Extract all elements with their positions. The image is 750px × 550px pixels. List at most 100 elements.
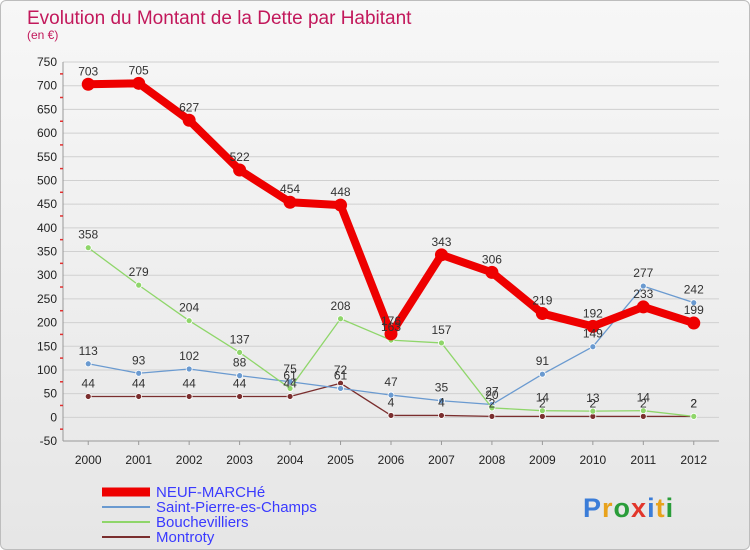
legend-label: Montroty: [156, 529, 215, 546]
data-label: 44: [283, 376, 297, 390]
data-point: [387, 391, 395, 399]
data-point: [589, 407, 597, 415]
y-tick-label: 750: [37, 55, 57, 69]
data-point: [538, 407, 546, 415]
data-label: 705: [129, 63, 149, 77]
data-point: [639, 282, 647, 290]
data-point: [337, 385, 344, 392]
data-point: [337, 315, 344, 323]
data-label: 199: [684, 303, 704, 317]
y-tick-label: 50: [44, 387, 58, 401]
logo-letter: t: [656, 493, 666, 523]
logo-letter: i: [647, 493, 656, 523]
data-point: [438, 412, 445, 419]
data-label: 343: [431, 235, 451, 249]
data-point: [434, 248, 448, 262]
data-point: [236, 372, 244, 380]
data-point: [182, 113, 196, 127]
data-label: 2: [640, 396, 647, 410]
y-tick-label: 500: [37, 173, 57, 187]
data-label: 277: [633, 266, 653, 280]
data-label: 14: [637, 391, 651, 405]
data-point: [81, 77, 95, 91]
chart-subtitle: (en €): [27, 28, 58, 42]
data-label: 522: [230, 150, 250, 164]
series: [81, 76, 701, 420]
x-tick-label: 2005: [327, 453, 354, 467]
legend-label: Saint-Pierre-es-Champs: [156, 499, 317, 516]
x-tick-label: 2000: [75, 453, 102, 467]
x-tick-label: 2009: [529, 453, 556, 467]
data-label: 306: [482, 252, 502, 266]
logo-letter: i: [666, 493, 675, 523]
data-label: 208: [331, 299, 351, 313]
data-label: 61: [334, 368, 348, 382]
y-tick-label: 550: [37, 150, 57, 164]
data-point: [84, 360, 92, 368]
data-label: 91: [536, 354, 550, 368]
data-label: 44: [132, 376, 146, 390]
data-point: [488, 404, 496, 412]
data-label: 204: [179, 301, 199, 315]
x-tick-label: 2002: [176, 453, 203, 467]
data-label: 233: [633, 287, 653, 301]
x-tick-label: 2003: [226, 453, 253, 467]
data-point: [334, 198, 348, 212]
x-tick-label: 2007: [428, 453, 455, 467]
data-label: 279: [129, 265, 149, 279]
data-label: 102: [179, 349, 199, 363]
data-label: 176: [381, 314, 401, 328]
x-tick-label: 2001: [125, 453, 152, 467]
data-point: [132, 76, 146, 90]
legend-label: Bouchevilliers: [156, 514, 249, 531]
data-point: [687, 316, 701, 330]
data-point: [438, 339, 445, 347]
data-point: [535, 307, 549, 321]
data-label: 35: [435, 381, 449, 395]
data-label: 2: [489, 396, 496, 410]
data-point: [135, 369, 143, 377]
y-tick-label: 100: [37, 363, 57, 377]
logo-letter: x: [631, 493, 647, 523]
data-point: [84, 393, 92, 400]
data-label: 219: [532, 294, 552, 308]
data-point: [538, 370, 546, 378]
data-point: [586, 319, 600, 333]
data-label: 157: [431, 323, 451, 337]
data-label: 2: [690, 396, 697, 410]
data-point: [438, 397, 445, 405]
data-point: [185, 365, 193, 373]
x-tick-label: 2004: [277, 453, 304, 467]
data-point: [387, 412, 395, 419]
data-label: 448: [331, 185, 351, 199]
data-point: [236, 393, 244, 400]
data-label: 44: [182, 376, 196, 390]
data-label: 2: [539, 396, 546, 410]
legend-label: NEUF-MARCHé: [156, 484, 265, 501]
data-point: [488, 412, 496, 420]
data-point: [185, 393, 193, 400]
x-tick-label: 2008: [479, 453, 506, 467]
data-label: 47: [384, 375, 398, 389]
data-label: 137: [230, 332, 250, 346]
x-tick-label: 2010: [579, 453, 606, 467]
data-point: [538, 412, 546, 420]
data-label: 4: [438, 395, 445, 409]
data-label: 242: [684, 283, 704, 297]
logo-letter: P: [583, 493, 602, 523]
y-tick-label: 0: [50, 410, 57, 424]
axes: -50 0 50 100 150 200 250 300 350 400 450 500 550 600 6…: [37, 55, 719, 467]
data-label: 192: [583, 306, 603, 320]
y-tick-label: -50: [40, 434, 58, 448]
data-label: 88: [233, 356, 247, 370]
data-label: 72: [334, 363, 348, 377]
data-point: [135, 281, 143, 289]
data-label: 13: [586, 391, 600, 405]
y-tick-label: 200: [37, 316, 57, 330]
data-label: 20: [485, 388, 499, 402]
data-point: [236, 349, 244, 356]
series-line-0: [84, 79, 698, 338]
data-point: [384, 327, 398, 341]
